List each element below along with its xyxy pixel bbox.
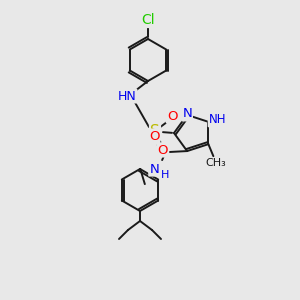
Text: O: O — [149, 130, 159, 142]
Text: O: O — [158, 143, 168, 157]
Text: CH₃: CH₃ — [205, 158, 226, 168]
Text: N: N — [182, 107, 192, 120]
Text: H: H — [161, 170, 169, 180]
Text: S: S — [150, 124, 160, 140]
Text: HN: HN — [118, 89, 136, 103]
Text: NH: NH — [208, 113, 226, 126]
Text: O: O — [167, 110, 177, 122]
Text: Cl: Cl — [141, 13, 155, 27]
Text: N: N — [149, 163, 159, 176]
